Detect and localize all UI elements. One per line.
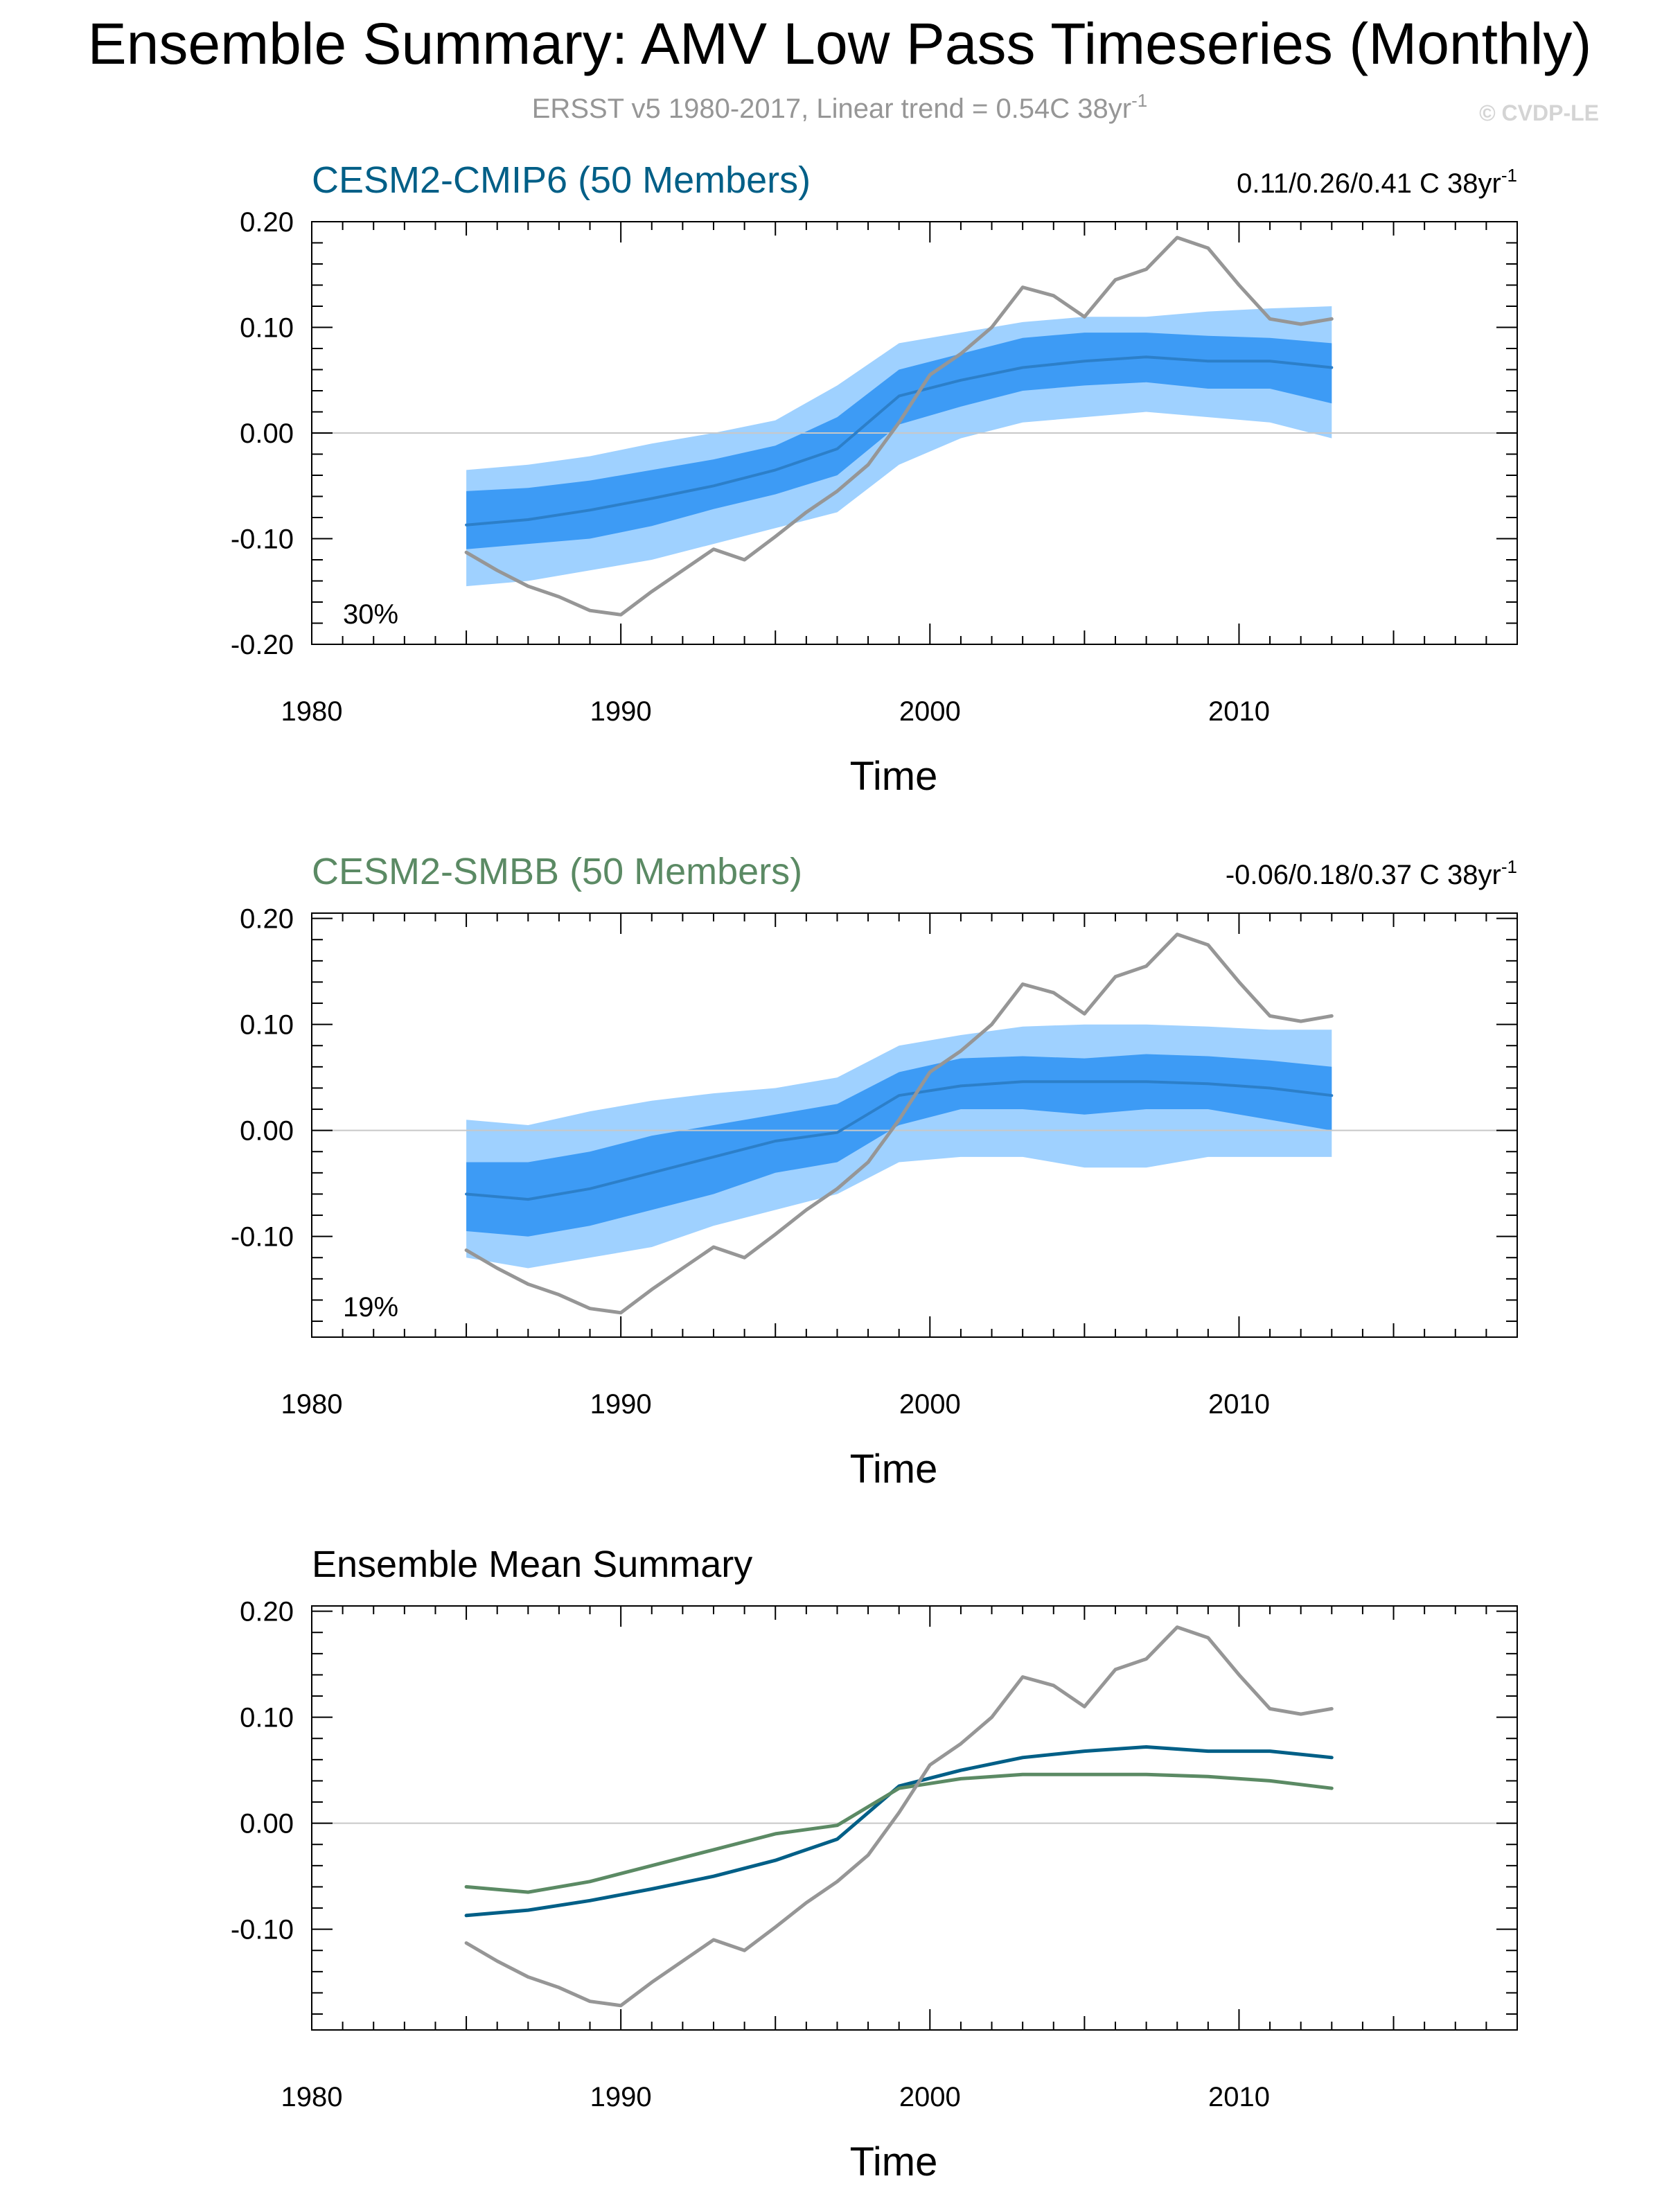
- x-axis-title: Time: [850, 1447, 938, 1492]
- y-tick-label: 0.10: [240, 1010, 294, 1041]
- plot-frame: [311, 912, 1518, 1338]
- trend-label-superscript: -1: [1501, 856, 1517, 877]
- x-tick-label: 2000: [899, 696, 961, 727]
- watermark: © CVDP-LE: [1479, 100, 1599, 125]
- y-tick-label: 0.00: [240, 1116, 294, 1147]
- plot-area: [312, 933, 1517, 1315]
- y-tick-label: -0.20: [231, 630, 294, 660]
- y-tick-label: -0.10: [231, 1915, 294, 1945]
- y-axis: -0.20 -0.10 0.00 0.10 0.20: [231, 207, 1517, 660]
- subtitle-superscript: -1: [1131, 90, 1147, 111]
- plot-area: [312, 236, 1517, 617]
- y-tick-label: 0.00: [240, 1809, 294, 1839]
- panel-title: Ensemble Mean Summary: [312, 1544, 752, 1585]
- observations-line: [464, 1625, 1334, 2008]
- x-tick-label: 2010: [1208, 696, 1270, 727]
- y-tick-label: 0.10: [240, 1703, 294, 1733]
- x-tick-label: 1980: [281, 696, 343, 727]
- x-tick-label: 1990: [590, 2082, 652, 2112]
- observations-line: [464, 933, 1334, 1315]
- percent-label: 30%: [343, 599, 398, 630]
- trend-label: -0.06/0.18/0.37 C 38yr-1: [1226, 856, 1517, 890]
- inner-spread-band: [466, 1054, 1332, 1237]
- y-tick-label: 0.10: [240, 313, 294, 344]
- y-tick-label: -0.10: [231, 524, 294, 555]
- panel-title: CESM2-CMIP6 (50 Members): [312, 159, 811, 201]
- x-tick-label: 2010: [1208, 2082, 1270, 2112]
- y-tick-label: -0.10: [231, 1222, 294, 1253]
- panel-ensemble-mean-summary: Ensemble Mean Summary-0.100.000.100.2019…: [231, 1544, 1518, 2184]
- x-axis: 1980 1990 2000 2010: [281, 1606, 1518, 2112]
- y-axis: -0.10 0.00 0.10 0.20: [231, 904, 1517, 1323]
- cmip6-ensemble-mean-line: [464, 1745, 1334, 1918]
- ensemble-mean-line: [465, 1080, 1334, 1201]
- x-tick-label: 1980: [281, 1389, 343, 1420]
- y-tick-label: 0.20: [240, 207, 294, 238]
- trend-label-text: -0.06/0.18/0.37 C 38yr: [1226, 860, 1501, 890]
- ensemble-mean-line: [465, 355, 1334, 527]
- figure-title: Ensemble Summary: AMV Low Pass Timeserie…: [88, 11, 1592, 76]
- subtitle-main: ERSST v5 1980-2017, Linear trend = 0.54C…: [532, 94, 1131, 124]
- plot-area: [312, 1625, 1517, 2008]
- y-axis: -0.10 0.00 0.10 0.20: [231, 1597, 1517, 2015]
- panel-cmip6: CESM2-CMIP6 (50 Members) 0.11/0.26/0.41 C…: [231, 159, 1518, 799]
- trend-label-superscript: -1: [1501, 165, 1517, 186]
- x-tick-label: 1990: [590, 696, 652, 727]
- inner-spread-band: [466, 333, 1332, 549]
- observations-line: [464, 236, 1334, 617]
- smbb-ensemble-mean-line: [464, 1772, 1334, 1894]
- plot-frame: [311, 1605, 1518, 2031]
- x-axis: 1980 1990 2000 2010: [281, 222, 1518, 727]
- x-axis: 1980 1990 2000 2010: [281, 913, 1518, 1420]
- y-tick-label: 0.20: [240, 1597, 294, 1627]
- x-tick-label: 2000: [899, 1389, 961, 1420]
- x-tick-label: 2000: [899, 2082, 961, 2112]
- y-tick-label: 0.00: [240, 418, 294, 449]
- figure-subtitle: ERSST v5 1980-2017, Linear trend = 0.54C…: [532, 90, 1147, 124]
- panel-title: CESM2-SMBB (50 Members): [312, 851, 802, 892]
- x-tick-label: 1980: [281, 2082, 343, 2112]
- trend-label-text: 0.11/0.26/0.41 C 38yr: [1237, 168, 1501, 199]
- y-tick-label: 0.20: [240, 904, 294, 935]
- x-axis-title: Time: [850, 2139, 938, 2184]
- percent-label: 19%: [343, 1292, 398, 1323]
- trend-label: 0.11/0.26/0.41 C 38yr-1: [1237, 165, 1517, 199]
- x-tick-label: 1990: [590, 1389, 652, 1420]
- x-axis-title: Time: [850, 754, 938, 799]
- panel-smbb: CESM2-SMBB (50 Members) -0.06/0.18/0.37 C…: [231, 851, 1518, 1492]
- x-tick-label: 2010: [1208, 1389, 1270, 1420]
